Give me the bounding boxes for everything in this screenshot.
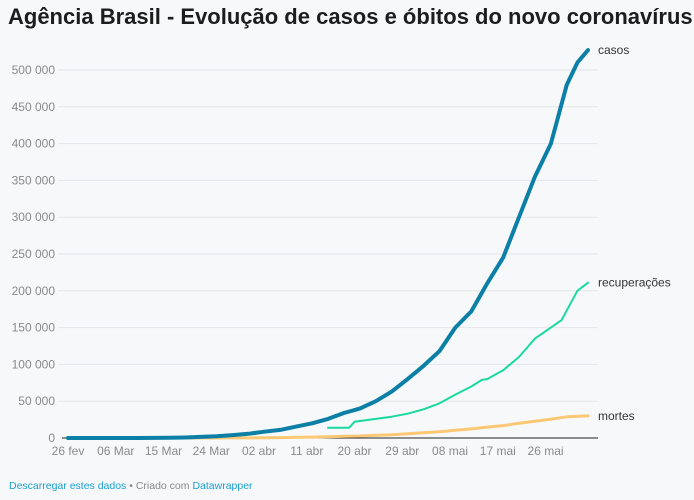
- series-line-casos: [66, 48, 590, 440]
- download-data-link[interactable]: Descarregar estes dados: [9, 480, 127, 492]
- y-tick-label: 200 000: [12, 284, 56, 298]
- datawrapper-link[interactable]: Datawrapper: [192, 480, 253, 492]
- x-tick-label: 06 Mar: [97, 444, 134, 458]
- series-label: mortes: [598, 409, 635, 423]
- y-tick-label: 300 000: [12, 210, 56, 224]
- x-tick-label: 26 fev: [52, 444, 85, 458]
- y-tick-label: 250 000: [12, 247, 56, 261]
- y-tick-label: 500 000: [12, 63, 56, 77]
- x-tick-label: 20 abr: [338, 444, 372, 458]
- x-tick-label: 15 Mar: [145, 444, 182, 458]
- series-label: recuperações: [598, 276, 671, 290]
- y-tick-label: 400 000: [12, 137, 56, 151]
- x-tick-label: 17 mai: [480, 444, 516, 458]
- y-tick-label: 100 000: [12, 357, 56, 371]
- series-line-mortes: [66, 414, 590, 440]
- y-tick-label: 350 000: [12, 173, 56, 187]
- x-tick-label: 11 abr: [290, 444, 323, 458]
- y-tick-label: 450 000: [12, 100, 56, 114]
- x-tick-label: 26 mai: [528, 444, 564, 458]
- series-line-recuperacoes: [327, 281, 589, 429]
- y-tick-label: 50 000: [18, 394, 55, 408]
- footer-credit-text: • Criado com: [126, 480, 193, 492]
- y-tick-label: 0: [48, 431, 55, 445]
- y-tick-label: 150 000: [12, 321, 56, 335]
- series-label: casos: [598, 43, 629, 57]
- footer: Descarregar estes dados • Criado com Dat…: [9, 480, 253, 492]
- x-tick-label: 08 mai: [432, 444, 468, 458]
- chart-title: Agência Brasil - Evolução de casos e óbi…: [8, 4, 693, 29]
- x-tick-label: 24 Mar: [193, 444, 230, 458]
- x-tick-label: 29 abr: [385, 444, 419, 458]
- line-chart: 0 50 000 100 000 150 000 200 000 250 000 300 0…: [12, 43, 671, 458]
- x-tick-label: 02 abr: [242, 444, 276, 458]
